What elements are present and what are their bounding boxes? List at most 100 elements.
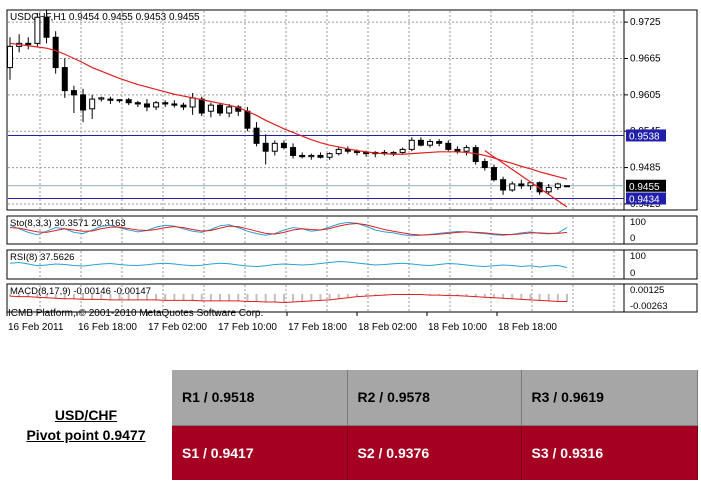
- indicator-level-high-1: 100: [630, 251, 646, 262]
- candle-body: [25, 42, 32, 46]
- price-tick-label: 0.9725: [630, 17, 661, 28]
- support-2: S2 / 0.9376: [347, 424, 522, 480]
- candle-body: [536, 182, 543, 193]
- candle-body: [43, 16, 50, 38]
- price-highlight-label: 0.9538: [629, 131, 660, 142]
- price-chart: USDCHF,H1 0.9454 0.9455 0.9453 0.9455 IC…: [6, 9, 698, 333]
- moving-average-line: [9, 42, 568, 180]
- candle-body: [290, 147, 297, 156]
- candle-body: [180, 104, 187, 108]
- candle-body: [436, 141, 443, 144]
- price-tick-label: 0.9605: [630, 90, 661, 101]
- candle-body: [143, 103, 150, 108]
- price-highlight-label: 0.9455: [629, 182, 660, 193]
- resistance-1: R1 / 0.9518: [172, 370, 348, 425]
- pivot-label-cell: USD/CHF Pivot point 0.9477: [0, 370, 172, 480]
- candle-body: [189, 97, 196, 108]
- candle-body: [390, 151, 397, 155]
- chart-title: USDCHF,H1 0.9454 0.9455 0.9453 0.9455: [10, 12, 200, 23]
- candle-body: [253, 127, 260, 144]
- indicator-line-0-1: [9, 223, 568, 236]
- resistance-2: R2 / 0.9578: [347, 370, 522, 425]
- time-tick-label: 16 Feb 2011: [8, 322, 64, 333]
- price-tick-label: 0.9665: [630, 53, 661, 64]
- candle-body: [207, 104, 214, 112]
- time-tick-label: 17 Feb 18:00: [288, 322, 347, 333]
- candle-body: [518, 183, 525, 187]
- pivot-symbol: USD/CHF: [54, 407, 118, 423]
- price-highlight-box-2: [626, 192, 666, 205]
- candle-body: [171, 103, 178, 106]
- panel-frame-2: [6, 249, 698, 280]
- price-tick-label: 0.9485: [630, 163, 661, 174]
- copyright-text: ICMB Platform, © 2001-2010 MetaQuotes So…: [8, 308, 263, 319]
- candle-body: [564, 185, 570, 188]
- candle-body: [317, 154, 324, 158]
- candle-body: [61, 67, 68, 92]
- indicator-level-high-2: 0.00125: [630, 285, 664, 296]
- candle-body: [107, 98, 114, 101]
- price-highlight-box-1: [626, 179, 666, 192]
- panel-frame-1: [6, 215, 698, 245]
- time-tick-label: 17 Feb 10:00: [218, 322, 277, 333]
- candle-body: [399, 148, 406, 153]
- indicator-label-2: MACD(8,17,9) -0.00146 -0.00147: [10, 286, 151, 297]
- indicator-label-0: Sto(8,3,3) 30.3571 20.3163: [10, 218, 126, 229]
- candle-body: [271, 142, 278, 152]
- indicator-line-1-0: [9, 260, 568, 268]
- candle-body: [417, 139, 424, 146]
- candle-body: [98, 97, 105, 100]
- candle-body: [7, 45, 13, 69]
- candle-body: [554, 183, 561, 189]
- candle-body: [89, 98, 96, 110]
- time-tick-label: 18 Feb 02:00: [358, 322, 417, 333]
- candle-body: [490, 167, 497, 181]
- candle-body: [116, 99, 123, 102]
- candle-body: [500, 179, 507, 191]
- time-tick-label: 18 Feb 18:00: [498, 322, 557, 333]
- candle-body: [353, 150, 360, 153]
- candle-body: [162, 102, 169, 105]
- candle-body: [545, 187, 552, 193]
- candle-body: [335, 148, 342, 155]
- time-tick-label: 18 Feb 10:00: [428, 322, 487, 333]
- candle-body: [198, 98, 205, 114]
- pivot-table: USD/CHF Pivot point 0.9477 R1 / 0.9518 R…: [0, 370, 698, 480]
- pivot-point: Pivot point 0.9477: [26, 427, 146, 443]
- candle-body: [262, 142, 269, 152]
- candle-body: [481, 161, 488, 169]
- indicator-level-high-0: 100: [630, 217, 646, 228]
- candle-body: [509, 183, 516, 191]
- candle-body: [299, 154, 306, 158]
- candle-body: [80, 94, 87, 111]
- candle-body: [217, 104, 224, 114]
- indicator-line-2-1: [9, 294, 567, 304]
- indicator-level-low-0: 0: [630, 233, 635, 244]
- candle-body: [463, 147, 470, 152]
- candle-body: [454, 148, 461, 152]
- candle-body: [153, 102, 160, 108]
- price-highlight-label: 0.9434: [629, 194, 660, 205]
- candle-body: [363, 151, 370, 155]
- support-1: S1 / 0.9417: [172, 424, 348, 480]
- candle-body: [134, 102, 141, 105]
- candle-body: [70, 90, 77, 96]
- time-tick-label: 17 Feb 02:00: [148, 322, 207, 333]
- panel-frame-3: [6, 283, 698, 313]
- support-3: S3 / 0.9316: [521, 424, 698, 480]
- indicator-level-low-2: -0.00263: [630, 301, 668, 312]
- panel-frame-0: [6, 9, 698, 211]
- candle-body: [125, 99, 132, 104]
- indicator-label-1: RSI(8) 37.5626: [10, 252, 74, 263]
- candle-body: [445, 142, 452, 150]
- candle-body: [34, 16, 41, 44]
- time-tick-label: 16 Feb 18:00: [78, 322, 137, 333]
- candle-body: [226, 106, 233, 114]
- candle-body: [280, 142, 287, 149]
- candle-body: [52, 36, 59, 69]
- indicator-level-low-1: 0: [630, 268, 635, 279]
- candle-body: [427, 141, 434, 146]
- trend-line: [484, 150, 568, 208]
- candle-body: [408, 139, 415, 150]
- resistance-3: R3 / 0.9619: [521, 370, 698, 425]
